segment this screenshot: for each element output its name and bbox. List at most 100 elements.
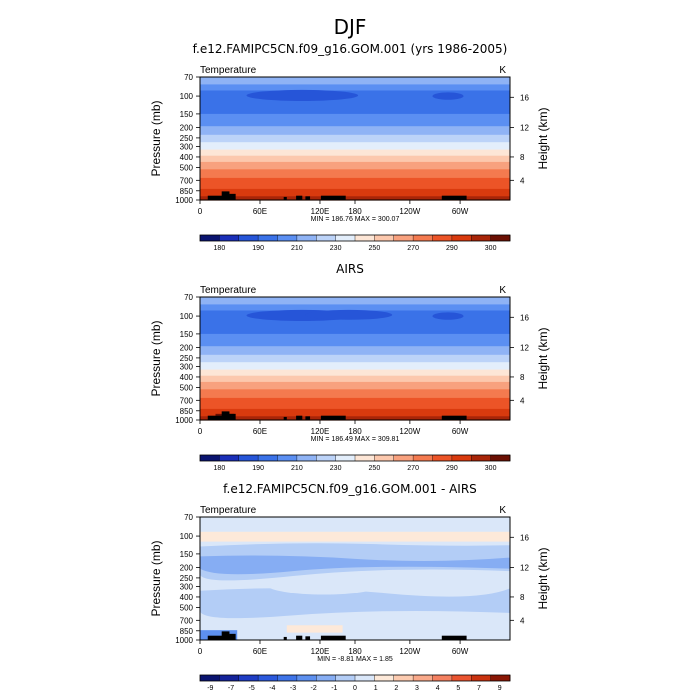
x-tick-label: 120E: [311, 427, 330, 436]
colorbar-swatch: [451, 675, 472, 681]
temperature-band: [200, 188, 510, 197]
y-right-axis-label: Height (km): [536, 107, 550, 169]
y-tick-label: 400: [180, 373, 194, 382]
x-tick-label: 60E: [253, 207, 267, 216]
topography-mask: [320, 415, 346, 420]
panel-3: Temperature K7010015020025030040050070085…: [149, 505, 550, 692]
colorbar-swatch: [219, 235, 240, 241]
colorbar-swatch: [258, 675, 278, 681]
temperature-band: [200, 155, 510, 163]
temperature-band: [200, 126, 510, 136]
y-right-axis-label: Height (km): [536, 547, 550, 609]
colorbar-swatch: [393, 455, 414, 461]
topography-mask: [221, 631, 230, 640]
colorbar-swatch: [393, 235, 414, 241]
x-tick-label: 120W: [399, 647, 420, 656]
colorbar-tick-label: 250: [369, 465, 381, 472]
tropopause-cold-core: [432, 92, 464, 100]
topography-mask: [296, 635, 303, 640]
topography-mask: [305, 196, 311, 200]
colorbar-tick-label: 190: [252, 245, 264, 252]
y-tick-label: 400: [180, 593, 194, 602]
topography-mask: [283, 196, 287, 200]
temperature-band: [200, 362, 510, 371]
x-tick-label: 180: [348, 207, 362, 216]
colorbar-tick-label: 290: [446, 465, 458, 472]
colorbar-swatch: [490, 235, 511, 241]
y-tick-label: 100: [180, 92, 194, 101]
topography-mask: [441, 195, 467, 200]
panel-2: Temperature K7010015020025030040050070085…: [149, 285, 550, 472]
colorbar-tick-label: -3: [290, 685, 296, 692]
x-tick-label: 60E: [253, 647, 267, 656]
panel-1: Temperature K7010015020025030040050070085…: [149, 65, 550, 252]
panel-1-title: f.e12.FAMIPC5CN.f09_g16.GOM.001 (yrs 198…: [192, 42, 508, 56]
x-tick-label: 120W: [399, 207, 420, 216]
y-right-tick-label: 8: [520, 373, 525, 382]
y-tick-label: 200: [180, 563, 194, 572]
y-tick-label: 250: [180, 134, 194, 143]
temperature-band: [200, 297, 510, 305]
cold-bias-band: [200, 588, 510, 619]
y-tick-label: 300: [180, 142, 194, 151]
colorbar-tick-label: 210: [291, 465, 303, 472]
topography-mask: [296, 415, 303, 420]
colorbar-swatch: [277, 455, 298, 461]
y-right-tick-label: 4: [520, 616, 525, 625]
topography-mask: [283, 416, 287, 420]
colorbar-swatch: [413, 235, 433, 241]
colorbar-tick-label: 230: [330, 245, 342, 252]
y-right-tick-label: 4: [520, 176, 525, 185]
colorbar-tick-label: 270: [407, 465, 419, 472]
colorbar-swatch: [219, 455, 240, 461]
topography-mask: [229, 193, 236, 200]
colorbar-tick-label: -4: [269, 685, 275, 692]
y-tick-label: 70: [184, 513, 193, 522]
x-tick-label: 0: [198, 647, 203, 656]
colorbar-swatch: [277, 675, 298, 681]
y-right-tick-label: 12: [520, 343, 529, 352]
y-tick-label: 70: [184, 293, 193, 302]
x-tick-label: 0: [198, 207, 203, 216]
y-tick-label: 250: [180, 354, 194, 363]
colorbar-tick-label: -5: [249, 685, 255, 692]
colorbar-swatch: [490, 675, 511, 681]
y-tick-label: 500: [180, 383, 194, 392]
colorbar-swatch: [374, 675, 395, 681]
colorbar-tick-label: 0: [353, 685, 357, 692]
colorbar-swatch: [355, 235, 375, 241]
colorbar-swatch: [413, 675, 433, 681]
colorbar-tick-label: -2: [311, 685, 317, 692]
temperature-band: [200, 381, 510, 390]
topography-mask: [441, 415, 467, 420]
colorbar-swatch: [238, 675, 259, 681]
y-tick-label: 400: [180, 153, 194, 162]
y-tick-label: 1000: [175, 636, 193, 645]
topography-mask: [207, 415, 231, 420]
colorbar-swatch: [393, 675, 414, 681]
topography-mask: [320, 635, 346, 640]
y-tick-label: 700: [180, 616, 194, 625]
variable-label: Temperature: [200, 505, 257, 516]
colorbar-tick-label: 190: [252, 465, 264, 472]
colorbar-swatch: [471, 235, 492, 241]
colorbar-tick-label: -7: [228, 685, 234, 692]
topography-mask: [305, 636, 311, 640]
near-zero-region: [268, 577, 380, 595]
y-tick-label: 300: [180, 362, 194, 371]
x-tick-label: 120E: [311, 647, 330, 656]
units-label: K: [499, 285, 506, 296]
x-tick-label: 60E: [253, 427, 267, 436]
y-tick-label: 70: [184, 73, 193, 82]
colorbar-tick-label: 9: [498, 685, 502, 692]
temperature-band: [200, 389, 510, 399]
y-right-tick-label: 12: [520, 123, 529, 132]
colorbar-swatch: [296, 455, 317, 461]
topography-mask: [296, 195, 303, 200]
y-right-tick-label: 16: [520, 93, 529, 102]
colorbar-swatch: [316, 235, 337, 241]
y-axis-label: Pressure (mb): [149, 100, 163, 176]
y-tick-label: 300: [180, 582, 194, 591]
colorbar: 180 190 210 230 250 270 290 300: [199, 454, 511, 472]
